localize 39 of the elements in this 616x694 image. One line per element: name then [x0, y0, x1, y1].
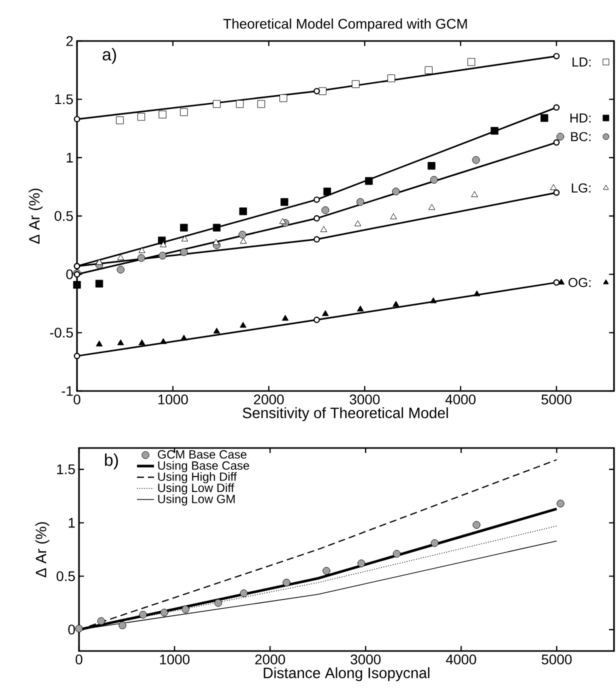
legend-label: Using Base Case	[158, 461, 250, 472]
y-tick-label: 0	[66, 269, 73, 280]
y-tick-label: -1	[62, 386, 73, 396]
x-tick-label: 5000	[542, 394, 572, 404]
legend-label: Using Low Diff	[158, 483, 234, 494]
legend-label: HD:	[570, 114, 591, 122]
y-tick-label: 1	[66, 152, 73, 162]
x-tick-label: 4000	[445, 394, 476, 404]
legend-label: LG:	[572, 183, 591, 193]
chart-title: Theoretical Model Compared with GCM	[223, 18, 467, 32]
x-tick-label: 1000	[160, 654, 190, 664]
y-tick-label: 0.5	[54, 211, 73, 221]
y-tick-label: 1	[68, 518, 75, 528]
x-tick-label: 5000	[542, 654, 572, 664]
y-tick-label: 1.5	[57, 464, 75, 474]
annotation: a)	[102, 48, 116, 64]
x-tick-label: 4000	[446, 654, 476, 664]
legend-label: Using High Diff	[158, 472, 237, 484]
x-tick-label: 2000	[255, 654, 286, 664]
x-tick-label: 3000	[350, 654, 381, 664]
y-tick-label: -0.5	[50, 328, 73, 338]
legend-label: Using Low GM	[158, 494, 235, 506]
x-axis-title: Distance Along Isopycnal	[264, 667, 430, 682]
annotation: b)	[105, 454, 118, 470]
y-axis-title: Δ Ar (%)	[28, 188, 43, 244]
legend-label: OG:	[568, 278, 591, 288]
y-axis-title: Δ Ar (%)	[35, 522, 50, 578]
legend-label: GCM Base Case	[158, 450, 246, 459]
y-tick-label: 1.5	[55, 94, 73, 104]
x-axis-title: Sensitivity of Theoretical Model	[242, 407, 448, 422]
y-tick-label: 0.5	[56, 571, 75, 582]
legend-label: BC:	[571, 132, 591, 142]
x-tick-label: 2000	[254, 394, 284, 404]
x-tick-label: 0	[76, 654, 82, 664]
y-tick-label: 0	[68, 624, 75, 635]
x-tick-label: 3000	[350, 394, 380, 404]
legend-label: LD:	[572, 58, 591, 66]
y-tick-label: 2	[66, 36, 73, 46]
x-tick-label: 1000	[158, 394, 188, 404]
